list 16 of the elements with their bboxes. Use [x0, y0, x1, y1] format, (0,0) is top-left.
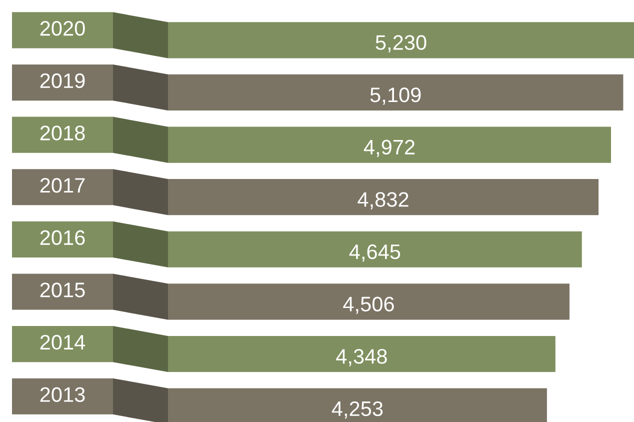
y-tick-label: 2016: [40, 230, 85, 246]
y-tick-label: 2013: [40, 387, 85, 402]
data-label: 5,109: [370, 87, 421, 105]
data-label: 4,832: [358, 192, 408, 210]
y-tick-label: 2014: [40, 334, 86, 350]
y-tick-label: 2018: [40, 126, 85, 140]
y-tick-label: 2020: [40, 21, 85, 36]
data-label: 4,348: [336, 349, 387, 366]
data-label: 4,645: [349, 244, 400, 262]
y-tick-label: 2017: [40, 178, 85, 193]
data-label: 4,972: [364, 140, 415, 158]
data-label: 4,253: [332, 401, 383, 419]
y-tick-label: 2015: [40, 282, 85, 298]
data-label: 4,506: [343, 296, 394, 314]
data-label: 5,230: [376, 35, 426, 52]
y-tick-label: 2019: [40, 73, 85, 88]
